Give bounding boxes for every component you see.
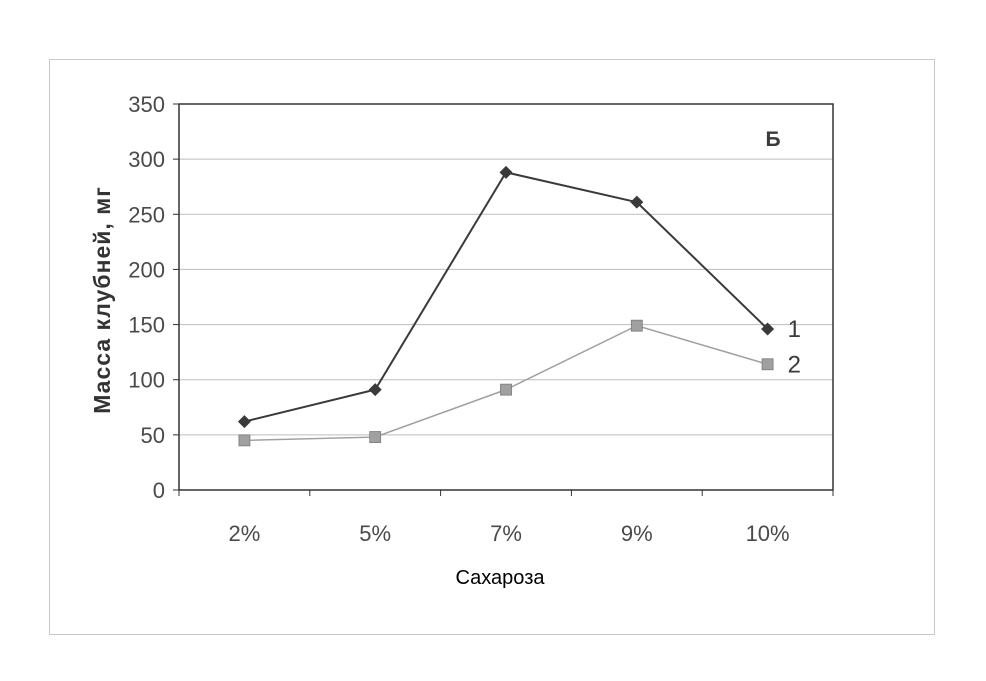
y-tick-label: 350 xyxy=(128,92,165,117)
data-point-series-2 xyxy=(369,431,382,443)
y-tick-label: 250 xyxy=(128,202,165,227)
data-point-series-2 xyxy=(238,434,251,447)
axes xyxy=(173,103,834,496)
data-point-series-2 xyxy=(761,358,774,371)
data-point-series-1 xyxy=(368,383,382,397)
y-tick-label: 0 xyxy=(153,478,165,503)
y-axis-label: Масса клубней, мг xyxy=(89,186,115,414)
y-tick-label: 200 xyxy=(128,257,165,282)
y-tick-labels: 0 50 100 150 200 250 300 350 xyxy=(128,92,165,503)
x-tick-label: 5% xyxy=(359,521,391,546)
x-tick-label: 10% xyxy=(746,521,790,546)
series-line-2 xyxy=(244,324,768,442)
x-axis-label: Сахароза xyxy=(455,567,545,589)
x-tick-labels: 2% 5% 7% 9% 10% xyxy=(229,521,790,546)
data-point-series-2 xyxy=(500,383,512,396)
data-point-series-2 xyxy=(630,319,643,332)
x-tick-label: 7% xyxy=(490,521,522,546)
y-tick-label: 100 xyxy=(128,368,165,393)
series-label-2: 2 xyxy=(788,351,801,378)
y-tick-label: 150 xyxy=(128,313,165,338)
data-point-series-1 xyxy=(237,415,251,429)
series-group: 12 xyxy=(237,165,801,447)
x-tick-label: 2% xyxy=(229,521,261,546)
grid xyxy=(179,103,833,436)
data-point-series-1 xyxy=(761,322,775,336)
x-tick-label: 9% xyxy=(621,521,653,546)
y-tick-label: 50 xyxy=(141,423,165,448)
data-point-series-1 xyxy=(499,165,513,179)
panel-label: Б xyxy=(765,128,780,151)
chart-frame xyxy=(49,59,935,635)
y-tick-label: 300 xyxy=(128,147,165,172)
series-label-1: 1 xyxy=(788,316,801,343)
plot-area-border xyxy=(178,103,834,491)
data-point-series-1 xyxy=(630,195,644,209)
